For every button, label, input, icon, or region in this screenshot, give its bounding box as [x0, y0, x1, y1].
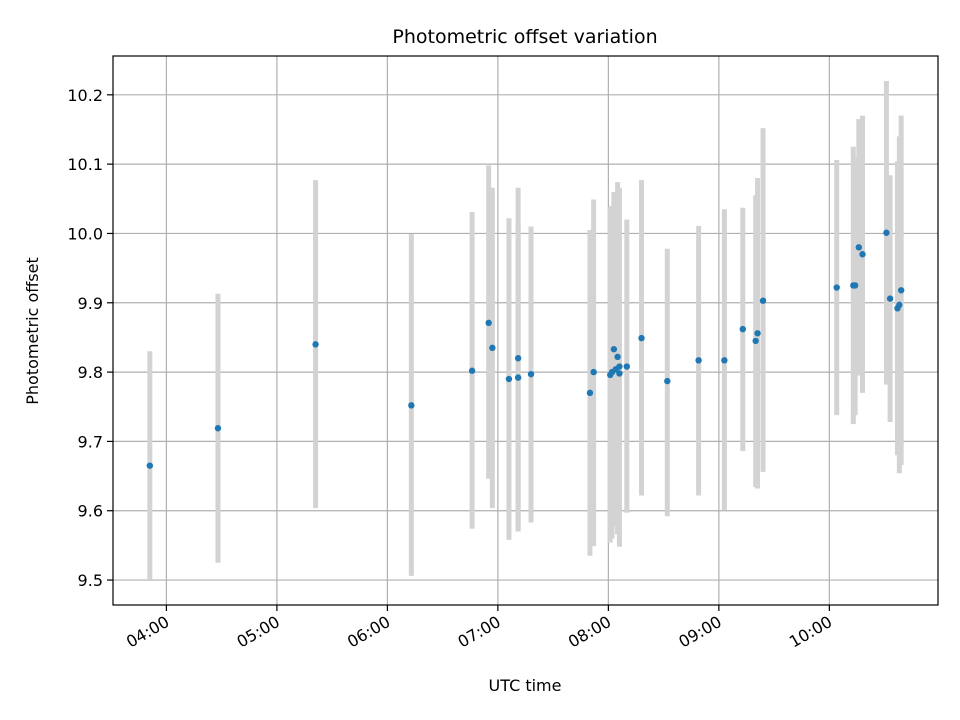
data-point	[616, 370, 623, 377]
data-point	[489, 344, 496, 352]
data-point	[514, 355, 522, 362]
y-tick-label: 9.5	[78, 571, 103, 590]
data-point	[527, 370, 535, 378]
data-point	[623, 363, 630, 370]
data-point	[859, 251, 866, 258]
data-point	[638, 334, 645, 342]
y-tick-label: 9.7	[78, 432, 103, 451]
data-point	[739, 325, 746, 333]
data-point	[505, 375, 513, 383]
plot-frame	[112, 55, 939, 606]
y-axis-label: Photometric offset	[23, 257, 42, 405]
data-point	[590, 368, 597, 376]
data-point	[586, 389, 594, 397]
data-point	[851, 282, 859, 289]
x-tick-label: 07:00	[454, 612, 503, 652]
data-point	[721, 357, 728, 364]
data-point	[752, 337, 759, 345]
data-point	[754, 330, 761, 337]
y-tick-label: 10.1	[67, 155, 103, 174]
data-point	[759, 297, 767, 304]
data-point	[485, 319, 492, 327]
grid-lines	[113, 56, 938, 605]
x-tick-label: 08:00	[565, 612, 614, 652]
data-point	[514, 374, 522, 381]
y-tick-label: 9.6	[78, 502, 103, 521]
chart-title: Photometric offset variation	[392, 26, 657, 48]
x-axis-label: UTC time	[489, 676, 562, 695]
data-point	[312, 341, 319, 348]
data-point	[614, 353, 621, 361]
data-point	[695, 357, 702, 364]
data-point	[833, 284, 840, 291]
x-tick-label: 09:00	[675, 612, 724, 652]
data-point	[664, 377, 671, 385]
x-tick-label: 05:00	[233, 612, 282, 652]
data-point	[408, 402, 415, 409]
data-point	[883, 229, 890, 236]
data-point	[886, 295, 894, 302]
y-tick-label: 10.0	[67, 224, 103, 243]
data-point	[616, 363, 623, 370]
data-point	[896, 301, 903, 309]
data-point	[468, 367, 476, 374]
data-point	[610, 346, 618, 353]
data-point	[897, 287, 905, 294]
x-tick-label: 10:00	[786, 612, 835, 652]
x-tick-label: 04:00	[123, 612, 172, 652]
y-axis-ticks: 9.5 9.6 9.7 9.8 9.9 10.0 10.1 10.2	[67, 86, 113, 590]
data-point	[214, 425, 222, 432]
data-point	[146, 462, 154, 469]
y-tick-label: 9.8	[78, 363, 103, 382]
data-point	[855, 244, 863, 251]
y-tick-label: 10.2	[67, 86, 103, 105]
x-axis-ticks: 04:00 05:00 06:00 07:00 08:00 09:00 10:00	[123, 605, 835, 652]
x-tick-label: 06:00	[344, 612, 393, 652]
data-points	[146, 229, 905, 469]
error-bars	[147, 80, 904, 581]
y-tick-label: 9.9	[78, 294, 103, 313]
